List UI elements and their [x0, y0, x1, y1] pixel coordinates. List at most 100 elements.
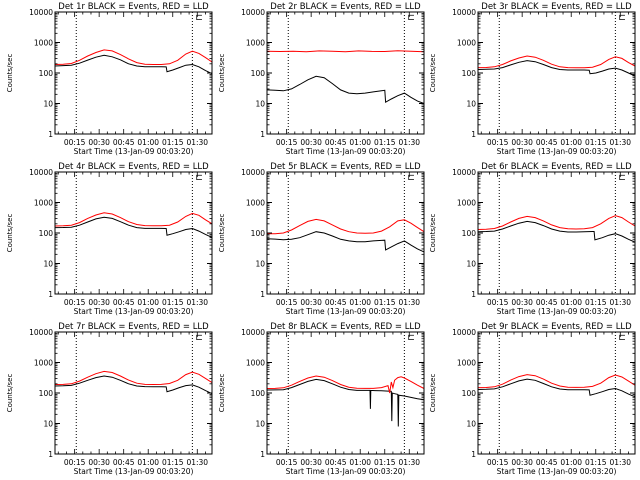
x-tick-label: 00:15 [64, 138, 86, 147]
y-tick-label: 1 [260, 130, 265, 139]
x-tick-label: 00:15 [64, 458, 86, 467]
panel-title: Det 5r BLACK = Events, RED = LLD [270, 162, 421, 172]
x-axis-label: Start Time (13-Jan-09 00:03:20) [497, 307, 617, 316]
series-events [477, 378, 636, 398]
y-tick-label: 10000 [241, 168, 265, 177]
y-tick-label: 1 [471, 450, 476, 459]
x-tick-label: 01:00 [137, 138, 159, 147]
corner-glyph: ⊏ [407, 333, 415, 343]
corner-glyph: ⊏ [195, 13, 203, 23]
plot-frame [477, 171, 636, 295]
corner-glyph: ⊏ [618, 333, 626, 343]
plot-frame [266, 331, 425, 455]
y-tick-label: 1000 [457, 199, 476, 208]
x-axis-label: Start Time (13-Jan-09 00:03:20) [286, 307, 406, 316]
panel-title: Det 3r BLACK = Events, RED = LLD [481, 2, 632, 12]
panel-det-5: Det 5r BLACK = Events, RED = LLD⊏ 1 10 100 1… [218, 162, 425, 316]
series-events [54, 216, 213, 238]
y-tick-label: 10 [466, 100, 476, 109]
plot-frame [477, 11, 636, 135]
x-tick-label: 01:30 [186, 138, 208, 147]
series-lld [266, 375, 425, 394]
y-tick-label: 10 [43, 260, 53, 269]
x-tick-label: 01:00 [349, 298, 371, 307]
corner-glyph: ⊏ [407, 13, 415, 23]
x-tick-label: 00:30 [88, 138, 110, 147]
x-tick-label: 01:00 [349, 458, 371, 467]
x-tick-label: 00:30 [300, 138, 322, 147]
x-tick-label: 01:15 [585, 138, 607, 147]
series-events [477, 60, 636, 77]
panel-det-4: Det 4r BLACK = Events, RED = LLD⊏ 1 10 100 1… [6, 162, 213, 316]
y-tick-label: 10 [255, 260, 265, 269]
y-tick-label: 1000 [34, 39, 53, 48]
y-axis-label: Counts/sec [6, 374, 14, 413]
x-tick-label: 00:45 [536, 298, 558, 307]
y-axis-label: Counts/sec [429, 54, 437, 93]
y-tick-label: 100 [39, 229, 54, 238]
y-tick-label: 10000 [29, 168, 53, 177]
x-tick-label: 00:45 [536, 138, 558, 147]
y-tick-label: 10000 [29, 8, 53, 17]
y-tick-label: 10 [43, 100, 53, 109]
x-axis-label: Start Time (13-Jan-09 00:03:20) [74, 147, 194, 156]
y-tick-label: 1000 [246, 199, 265, 208]
y-tick-label: 1 [48, 450, 53, 459]
y-tick-label: 10000 [29, 328, 53, 337]
x-tick-label: 00:15 [487, 458, 509, 467]
panel-title: Det 9r BLACK = Events, RED = LLD [481, 322, 632, 332]
x-tick-label: 00:45 [325, 138, 347, 147]
y-tick-label: 1000 [457, 359, 476, 368]
x-axis-label: Start Time (13-Jan-09 00:03:20) [74, 307, 194, 316]
panel-det-8: Det 8r BLACK = Events, RED = LLD⊏ 1 10 100 1… [218, 322, 425, 476]
x-tick-label: 00:30 [300, 298, 322, 307]
x-tick-label: 01:30 [398, 458, 420, 467]
series-lld [477, 55, 636, 69]
plot-frame [266, 11, 425, 135]
panel-title: Det 8r BLACK = Events, RED = LLD [270, 322, 421, 332]
y-tick-label: 1 [48, 290, 53, 299]
series-lld [54, 49, 213, 65]
x-tick-label: 01:30 [186, 298, 208, 307]
corner-glyph: ⊏ [618, 13, 626, 23]
y-tick-label: 1 [471, 290, 476, 299]
y-axis-label: Counts/sec [429, 214, 437, 253]
series-lld [477, 215, 636, 230]
y-tick-label: 1000 [246, 39, 265, 48]
y-axis-label: Counts/sec [6, 54, 14, 93]
x-tick-label: 00:30 [300, 458, 322, 467]
x-tick-label: 00:15 [276, 458, 298, 467]
series-lld [266, 50, 425, 53]
x-tick-label: 01:30 [609, 298, 631, 307]
y-tick-label: 100 [462, 229, 477, 238]
y-axis-label: Counts/sec [218, 54, 226, 93]
y-tick-label: 1000 [246, 359, 265, 368]
x-tick-label: 00:15 [487, 138, 509, 147]
x-tick-label: 00:30 [511, 298, 533, 307]
x-tick-label: 01:00 [137, 458, 159, 467]
y-axis-label: Counts/sec [429, 374, 437, 413]
x-tick-label: 01:15 [162, 298, 184, 307]
y-tick-label: 1 [260, 290, 265, 299]
x-tick-label: 00:15 [276, 298, 298, 307]
y-tick-label: 1000 [34, 359, 53, 368]
plot-frame [477, 331, 636, 455]
panel-title: Det 1r BLACK = Events, RED = LLD [58, 2, 209, 12]
corner-glyph: ⊏ [618, 173, 626, 183]
y-tick-label: 100 [39, 69, 54, 78]
x-axis-label: Start Time (13-Jan-09 00:03:20) [286, 147, 406, 156]
series-events [54, 375, 213, 395]
x-tick-label: 01:15 [585, 458, 607, 467]
y-tick-label: 10000 [452, 8, 476, 17]
x-tick-label: 00:30 [511, 458, 533, 467]
x-axis-label: Start Time (13-Jan-09 00:03:20) [286, 467, 406, 476]
y-tick-label: 10000 [241, 8, 265, 17]
x-tick-label: 01:00 [560, 458, 582, 467]
x-tick-label: 00:45 [325, 458, 347, 467]
y-tick-label: 10 [466, 260, 476, 269]
series-events [477, 220, 636, 243]
y-tick-label: 100 [251, 229, 266, 238]
corner-glyph: ⊏ [195, 173, 203, 183]
x-tick-label: 00:45 [113, 458, 135, 467]
y-tick-label: 10 [466, 420, 476, 429]
